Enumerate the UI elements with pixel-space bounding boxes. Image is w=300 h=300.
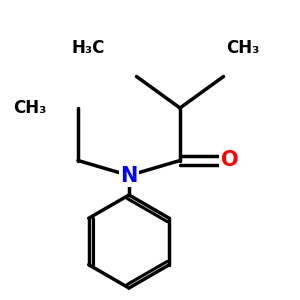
Text: CH₃: CH₃: [13, 99, 47, 117]
Text: N: N: [120, 166, 138, 185]
Text: H₃C: H₃C: [72, 39, 105, 57]
Text: CH₃: CH₃: [226, 39, 260, 57]
Text: O: O: [221, 151, 238, 170]
